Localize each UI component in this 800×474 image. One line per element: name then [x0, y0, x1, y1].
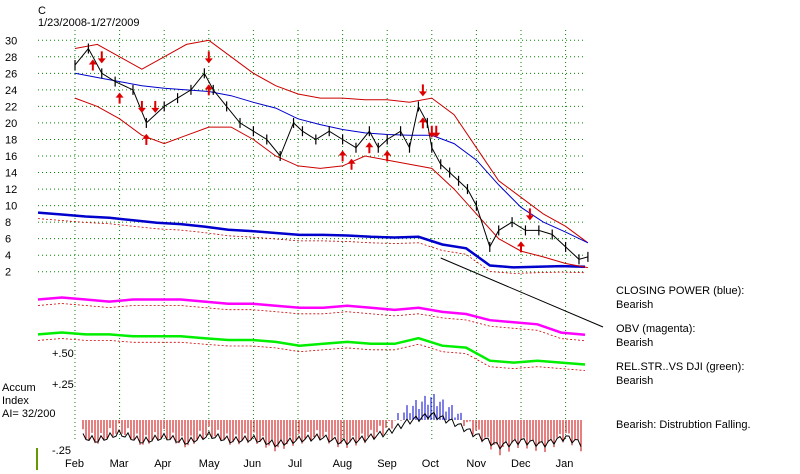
month-tick-label: Nov	[466, 458, 486, 470]
arrow-head	[525, 215, 534, 221]
arrow-head	[204, 84, 213, 90]
accum-status: Bearish: Distrubtion Falling.	[616, 419, 751, 431]
price-tick-label: 10	[5, 201, 17, 213]
obv-label: OBV (magenta):	[616, 323, 696, 335]
up-arrow	[338, 150, 347, 162]
bollinger-bands	[74, 39, 589, 269]
price-tick-label: 2	[5, 267, 11, 279]
price-line	[74, 47, 589, 260]
price-tick-label: 6	[5, 234, 11, 246]
arrow-head	[204, 58, 213, 64]
price-tick-label: 22	[5, 101, 17, 113]
arrow-head	[347, 158, 356, 164]
month-tick-label: Mar	[110, 458, 129, 470]
accum-title-line-2: Index	[2, 395, 29, 407]
price-tick-label: 28	[5, 52, 17, 64]
chart-date-range: 1/23/2008-1/27/2009	[38, 17, 140, 29]
accum-title-line-1: Accum	[2, 382, 36, 394]
month-axis: Feb Mar Apr May Jun Jul Aug Sep Oct Nov Dec Jan	[65, 458, 573, 470]
month-tick-label: Jun	[243, 458, 261, 470]
down-arrow	[204, 51, 213, 64]
accum-average-line	[82, 411, 582, 451]
up-arrow	[88, 59, 97, 71]
month-tick-label: May	[199, 458, 220, 470]
rel-strength-status: Bearish	[616, 375, 654, 387]
price-axis-ticks: 30 28 26 24 22 20 18 16 14 12 10 8 6 4 2	[5, 35, 17, 278]
up-arrow	[418, 117, 427, 129]
accum-tick-plus-50: +.50	[52, 348, 74, 360]
month-tick-label: Feb	[65, 458, 84, 470]
month-tick-label: Oct	[422, 458, 439, 470]
arrow-head	[115, 92, 124, 98]
price-tick-label: 18	[5, 134, 17, 146]
rel-strength-label: REL.STR..VS DJI (green):	[616, 361, 745, 373]
up-arrow	[204, 84, 213, 96]
accum-tick-minus-25: -.25	[52, 445, 71, 457]
indicator-line	[37, 331, 586, 366]
down-arrow	[525, 208, 534, 221]
up-arrow	[347, 158, 356, 170]
signal-arrows	[88, 51, 534, 253]
price-tick-label: 16	[5, 151, 17, 163]
indicator-line	[37, 211, 586, 269]
indicator-trend-line	[37, 218, 586, 274]
arrow-head	[383, 150, 392, 156]
month-tick-label: Apr	[154, 458, 171, 470]
indicator-lines	[37, 211, 604, 371]
up-arrow	[517, 241, 525, 253]
arrow-head	[97, 58, 106, 64]
accum-title-line-3: AI= 32/200	[2, 408, 56, 420]
arrow-head	[517, 241, 525, 247]
up-arrow	[115, 92, 124, 104]
closing-power-status: Bearish	[616, 299, 654, 311]
arrow-head	[418, 117, 427, 123]
arrow-head	[432, 132, 441, 138]
down-arrow	[97, 51, 106, 64]
accum-index-histogram	[36, 394, 582, 470]
price-bars	[74, 43, 589, 265]
closing-power-trendline	[440, 257, 604, 328]
lower-band-line	[74, 97, 588, 269]
arrow-head	[88, 59, 97, 65]
month-tick-label: Sep	[377, 458, 397, 470]
arrow-head	[151, 107, 160, 113]
closing-power-label: CLOSING POWER (blue):	[616, 285, 745, 297]
up-arrow	[383, 150, 392, 162]
price-tick-label: 20	[5, 118, 17, 130]
price-tick-label: 14	[5, 168, 17, 180]
arrow-head	[338, 150, 347, 156]
month-tick-label: Jan	[556, 458, 574, 470]
down-arrow	[432, 125, 441, 138]
upper-band-line	[74, 39, 589, 244]
month-tick-label: Dec	[511, 458, 531, 470]
price-tick-label: 4	[5, 250, 11, 262]
obv-status: Bearish	[616, 337, 654, 349]
price-tick-label: 8	[5, 217, 11, 229]
chart-title: C	[38, 5, 46, 17]
down-arrow	[418, 84, 427, 97]
price-tick-label: 26	[5, 68, 17, 80]
price-tick-label: 30	[5, 35, 17, 47]
price-tick-label: 12	[5, 184, 17, 196]
down-arrow	[137, 100, 146, 113]
up-arrow	[365, 142, 374, 154]
down-arrow	[151, 100, 160, 113]
arrow-head	[418, 91, 427, 97]
indicator-line	[37, 296, 586, 336]
up-arrow	[142, 133, 151, 145]
moving-average-line	[74, 72, 589, 244]
price-tick-label: 24	[5, 85, 17, 97]
arrow-head	[142, 133, 151, 139]
month-tick-label: Aug	[333, 458, 353, 470]
accum-tick-plus-25: +.25	[52, 379, 74, 391]
month-tick-label: Jul	[288, 458, 302, 470]
arrow-head	[365, 142, 374, 148]
arrow-head	[137, 107, 146, 113]
